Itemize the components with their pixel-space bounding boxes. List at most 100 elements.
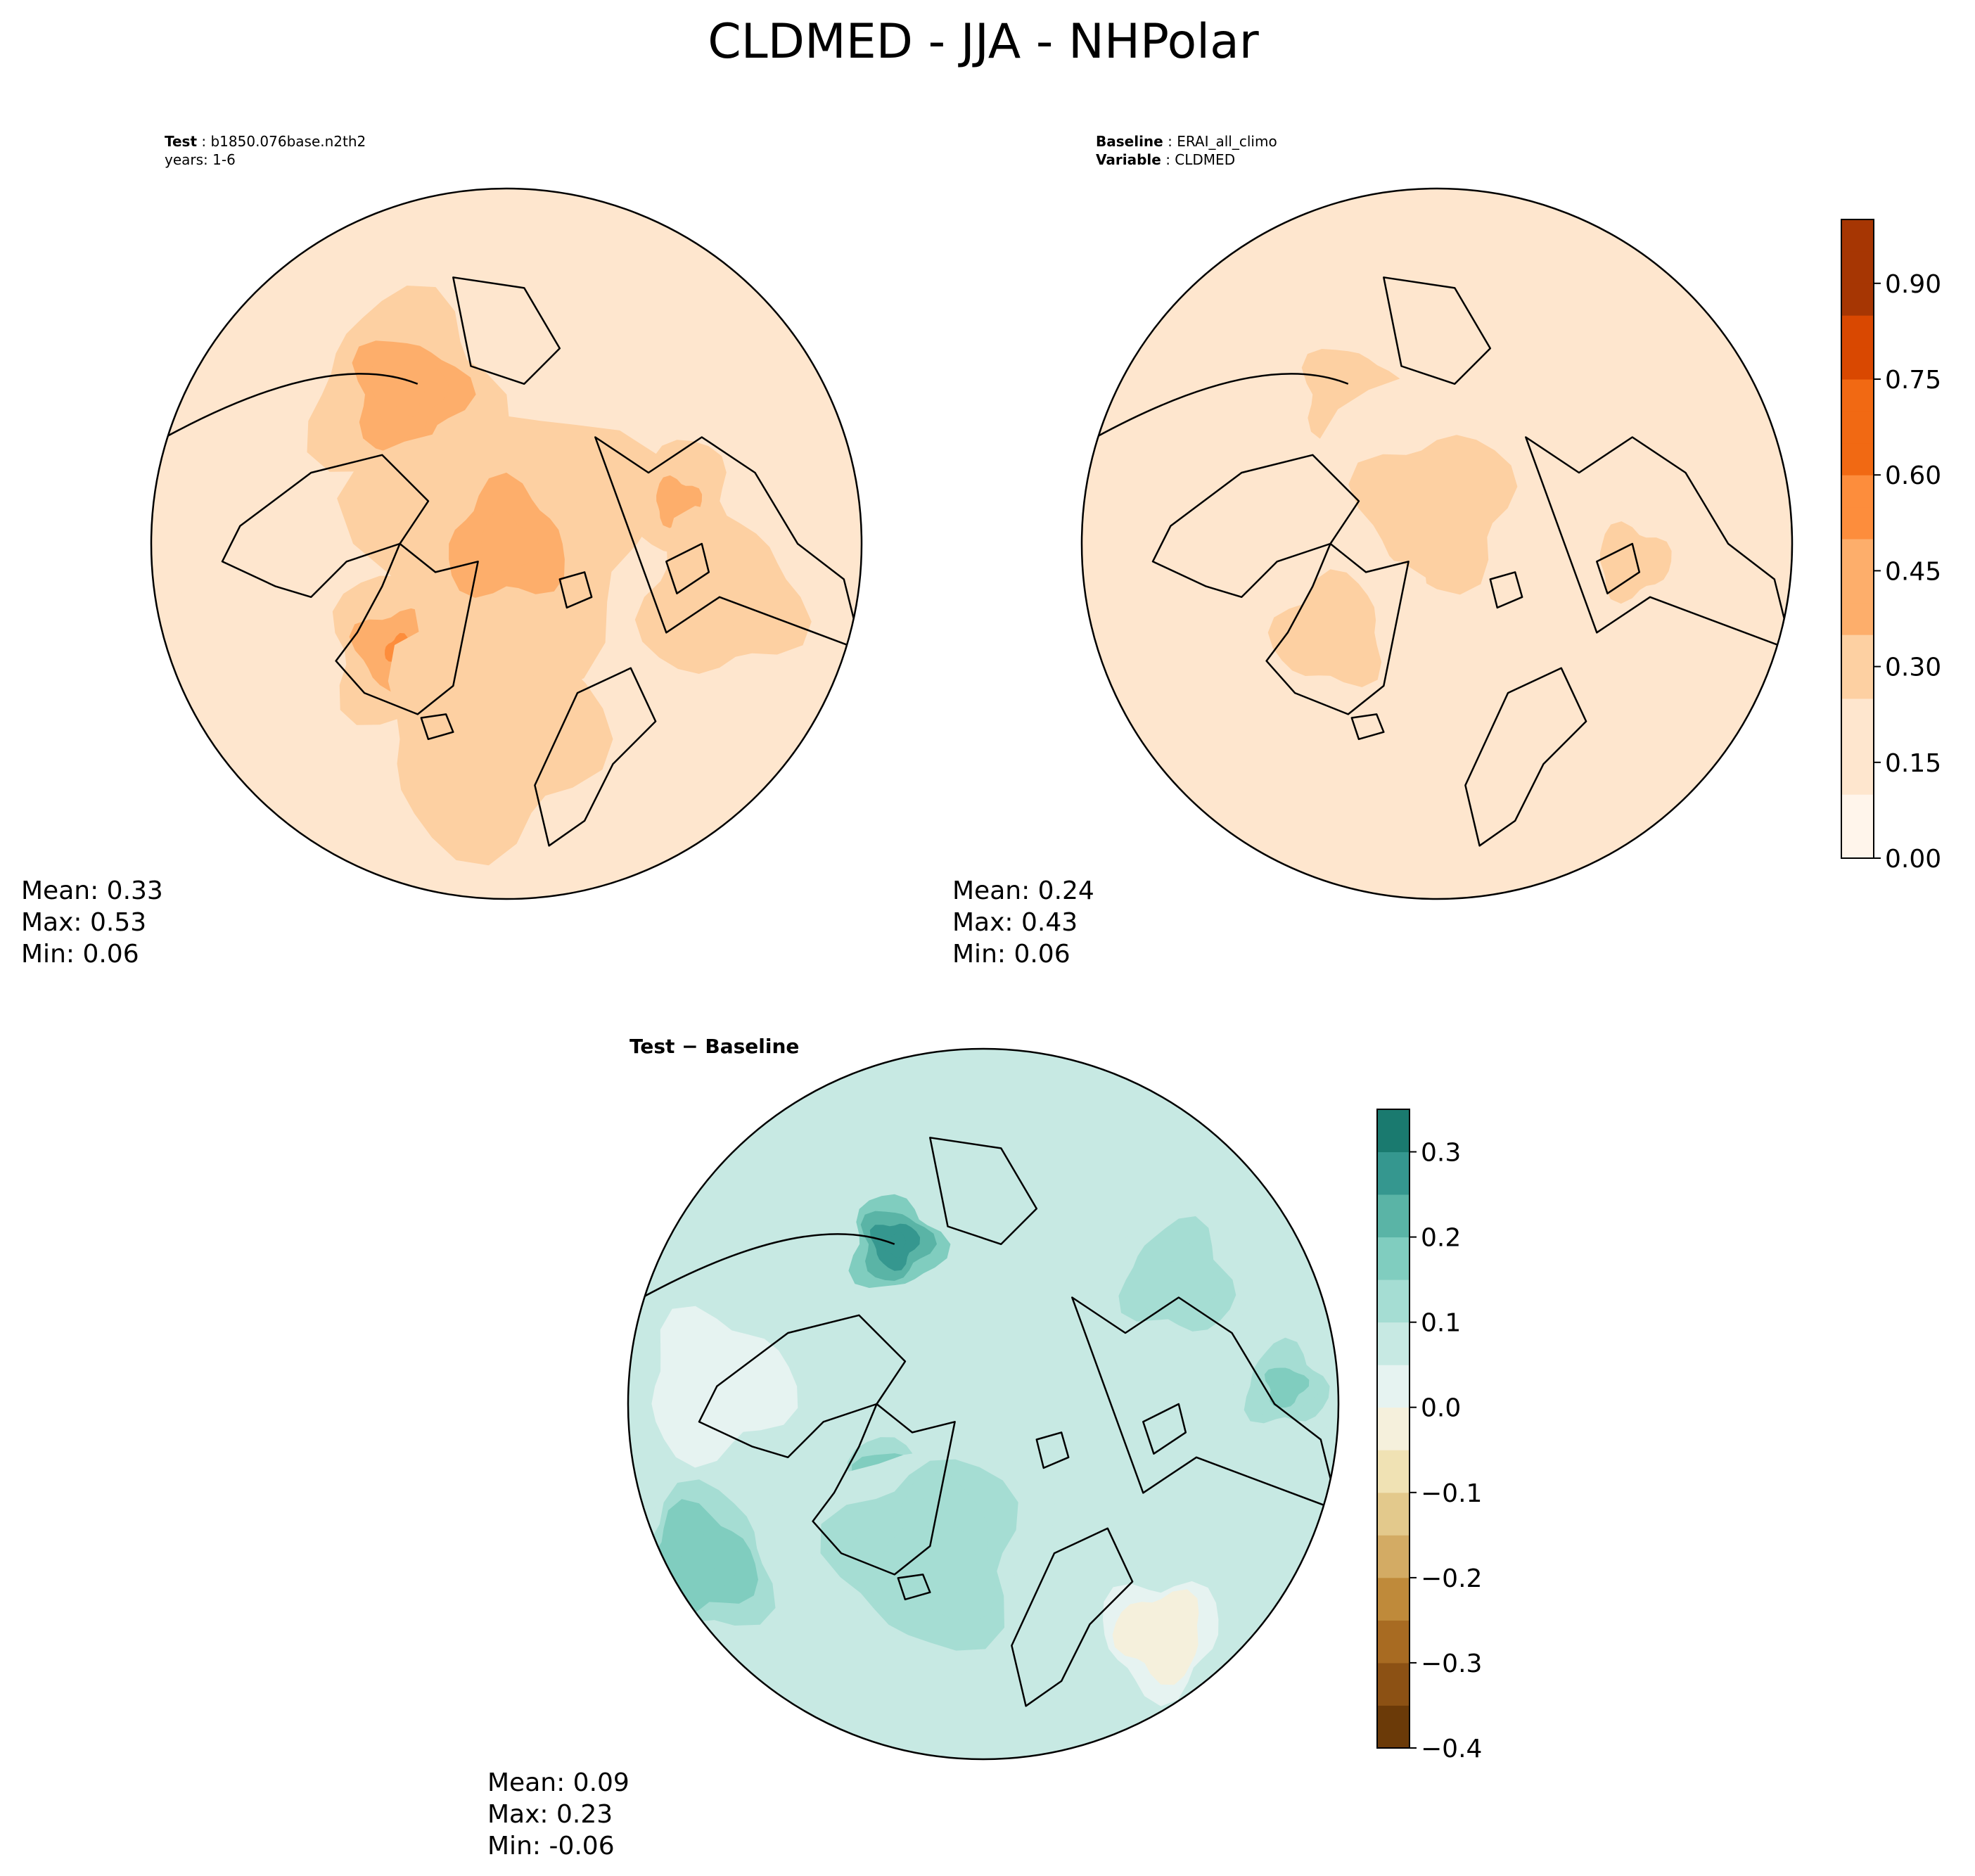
diff-contour xyxy=(695,1367,734,1406)
diff-contour xyxy=(1162,1261,1201,1298)
diff-colorbar-swatch xyxy=(1377,1662,1410,1706)
abs-colorbar-swatch xyxy=(1841,762,1874,795)
diff-label: Test − Baseline xyxy=(629,1035,799,1058)
abs-colorbar-tick-label: 0.90 xyxy=(1885,270,1941,299)
test-coastline xyxy=(534,667,657,847)
diff-coastline xyxy=(897,1574,931,1601)
diff-colorbar-swatch xyxy=(1377,1322,1410,1365)
diff-colorbar-swatch xyxy=(1377,1194,1410,1238)
baseline-min: Min: 0.06 xyxy=(952,940,1070,969)
test-label: Test : b1850.076base.n2th2 xyxy=(165,133,366,150)
diff-colorbar-tick-label: −0.3 xyxy=(1421,1650,1482,1678)
diff-coastline xyxy=(641,1233,895,1298)
diff-colorbar-swatch xyxy=(1377,1365,1410,1408)
diff-contour xyxy=(881,1232,906,1258)
abs-colorbar-tick-label: 0.30 xyxy=(1885,653,1941,682)
abs-colorbar-swatch xyxy=(1841,283,1874,316)
test-contour xyxy=(481,510,539,575)
test-contour xyxy=(665,490,690,515)
diff-colorbar-tick-label: −0.2 xyxy=(1421,1564,1482,1593)
test-max: Max: 0.53 xyxy=(21,908,146,937)
diff-colorbar-swatch xyxy=(1377,1577,1410,1621)
colorbar-difference-frame xyxy=(1376,1109,1410,1749)
colorbar-difference-swatches xyxy=(1377,1109,1410,1749)
test-coastline xyxy=(665,542,710,594)
abs-colorbar-swatch xyxy=(1841,570,1874,604)
baseline-coastline xyxy=(1151,454,1360,599)
baseline-coastline xyxy=(1095,373,1349,438)
diff-contour xyxy=(1144,1619,1177,1648)
diff-colorbar-tick-label: 0.3 xyxy=(1421,1139,1461,1168)
test-coastline xyxy=(594,436,862,651)
baseline-panel: Baseline : ERAI_all_climo Variable : CLD… xyxy=(952,133,1794,969)
test-contour xyxy=(203,540,250,584)
abs-colorbar-swatch xyxy=(1841,666,1874,699)
test-panel: Test : b1850.076base.n2th2 years: 1-6 Me… xyxy=(21,133,863,969)
baseline-contour xyxy=(1315,611,1350,652)
diff-coastline xyxy=(1035,1431,1070,1469)
diff-contour xyxy=(909,1526,956,1578)
baseline-coastline xyxy=(1265,542,1410,715)
abs-colorbar-swatch xyxy=(1841,442,1874,476)
abs-colorbar-swatch xyxy=(1841,634,1874,668)
baseline-contour xyxy=(1410,478,1461,534)
test-coastline xyxy=(420,713,454,741)
abs-colorbar-swatch xyxy=(1841,475,1874,508)
abs-colorbar-swatch xyxy=(1841,506,1874,540)
diff-colorbar-tick-label: −0.1 xyxy=(1421,1479,1482,1508)
test-coastline xyxy=(165,373,418,438)
colorbar-difference-ticks: 0.3 0.2 0.1 0.0 −0.1 −0.2 −0.3 −0.4 xyxy=(1410,1139,1482,1763)
diff-colorbar-tick-label: −0.4 xyxy=(1421,1735,1482,1763)
colorbar-absolute-frame xyxy=(1841,219,1874,859)
test-coastlines xyxy=(165,276,862,847)
test-contour xyxy=(464,715,513,758)
diff-colorbar-swatch xyxy=(1377,1620,1410,1664)
baseline-map-border xyxy=(1080,187,1794,900)
diff-max: Max: 0.23 xyxy=(487,1800,613,1829)
diff-colorbar-swatch xyxy=(1377,1407,1410,1450)
abs-colorbar-tick-label: 0.15 xyxy=(1885,749,1941,778)
diff-coastline xyxy=(1011,1527,1134,1707)
diff-map-border xyxy=(627,1047,1340,1761)
baseline-contour xyxy=(1613,544,1652,583)
abs-colorbar-tick-label: 0.45 xyxy=(1885,557,1941,586)
abs-colorbar-swatch xyxy=(1841,379,1874,411)
diff-coastline xyxy=(812,1403,956,1576)
test-coastline xyxy=(452,276,561,385)
diff-coastline xyxy=(1142,1403,1187,1455)
abs-colorbar-tick-label: 0.60 xyxy=(1885,461,1941,490)
figure-title: CLDMED - JJA - NHPolar xyxy=(708,14,1258,70)
abs-colorbar-swatch xyxy=(1841,602,1874,635)
baseline-mean: Mean: 0.24 xyxy=(952,876,1094,905)
diff-mean: Mean: 0.09 xyxy=(487,1768,629,1797)
diff-coastline xyxy=(1071,1296,1338,1512)
abs-colorbar-swatch xyxy=(1841,794,1874,827)
abs-colorbar-swatch xyxy=(1841,347,1874,380)
diff-colorbar-tick-label: 0.1 xyxy=(1421,1309,1461,1338)
abs-colorbar-swatch xyxy=(1841,219,1874,252)
colorbar-absolute: 0.00 0.15 0.30 0.45 0.60 0.75 0.90 xyxy=(1841,219,1941,874)
abs-colorbar-swatch xyxy=(1841,251,1874,284)
diff-colorbar-swatch xyxy=(1377,1535,1410,1578)
diff-colorbar-swatch xyxy=(1377,1450,1410,1493)
colorbar-absolute-swatches xyxy=(1841,219,1874,859)
abs-colorbar-swatch xyxy=(1841,411,1874,444)
test-min: Min: 0.06 xyxy=(21,940,139,969)
colorbar-difference: 0.3 0.2 0.1 0.0 −0.1 −0.2 −0.3 −0.4 xyxy=(1376,1109,1482,1763)
test-years: years: 1-6 xyxy=(165,151,236,168)
baseline-contour xyxy=(1517,734,1564,781)
abs-colorbar-tick-label: 0.00 xyxy=(1885,845,1941,874)
test-map xyxy=(151,189,862,899)
baseline-coastlines xyxy=(1095,276,1792,847)
diff-colorbar-swatch xyxy=(1377,1151,1410,1195)
diff-coastline xyxy=(698,1314,907,1459)
baseline-coastline xyxy=(1350,713,1385,741)
diff-contour xyxy=(1274,1377,1297,1398)
test-mean: Mean: 0.33 xyxy=(21,876,163,905)
test-coastline xyxy=(335,542,479,715)
test-coastline xyxy=(221,454,430,599)
diff-colorbar-tick-label: 0.0 xyxy=(1421,1394,1461,1423)
diff-contour xyxy=(679,1546,720,1585)
diff-coastline xyxy=(929,1137,1038,1246)
diff-panel: Test − Baseline Mean: 0.09 Max: 0.23 Min… xyxy=(487,1035,1340,1861)
